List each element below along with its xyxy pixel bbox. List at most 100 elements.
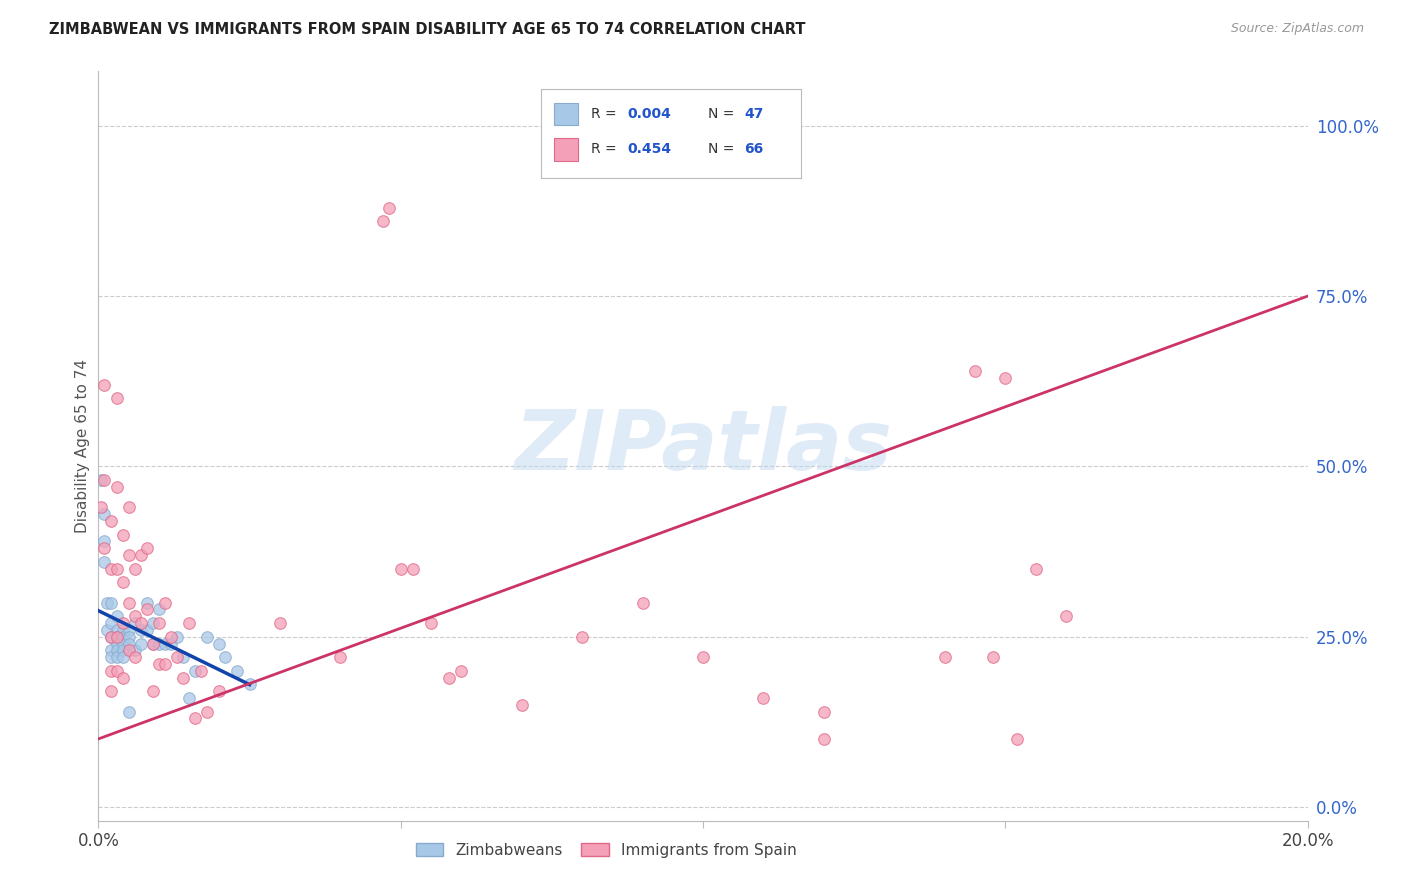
Point [100,684,122,698]
Point [105,609,128,624]
Point [100,514,122,528]
Point [226,664,249,678]
Point [148,657,170,671]
Point [124,650,146,665]
Point [124,616,146,631]
Point [129,636,152,650]
Point [105,392,128,406]
Point [1007,731,1029,746]
Point [93,541,115,556]
Point [111,616,134,631]
Point [377,201,399,215]
Point [118,623,141,637]
Point [100,630,122,644]
Point [329,650,352,665]
Point [93,377,115,392]
Point [111,575,134,590]
Point [90,473,112,487]
Text: ZIPatlas: ZIPatlas [515,406,891,486]
Point [105,643,128,657]
Point [105,630,128,644]
Point [153,636,176,650]
Point [100,643,122,657]
Point [135,541,157,556]
Point [142,684,165,698]
Point [208,684,231,698]
Bar [554,138,578,161]
Point [994,371,1017,385]
Point [184,711,207,725]
Point [631,596,654,610]
Point [111,623,134,637]
Point [111,650,134,665]
Point [118,643,141,657]
Point [172,650,194,665]
Point [166,650,188,665]
Point [111,636,134,650]
Point [692,650,714,665]
Point [142,616,165,631]
Point [100,616,122,631]
Point [93,534,115,549]
Point [124,643,146,657]
Text: 47: 47 [744,107,763,120]
Point [752,691,775,706]
Point [111,671,134,685]
Point [148,616,170,631]
Point [389,561,412,575]
Point [981,650,1004,665]
Point [100,561,122,575]
Point [214,650,236,665]
Point [111,630,134,644]
Point [100,596,122,610]
Point [813,731,835,746]
Text: Source: ZipAtlas.com: Source: ZipAtlas.com [1230,22,1364,36]
Point [269,616,291,631]
Point [160,636,183,650]
Point [118,630,141,644]
Text: N =: N = [707,107,734,120]
Point [148,636,170,650]
Point [135,596,157,610]
Point [813,705,835,719]
Point [148,602,170,616]
Point [135,623,157,637]
Point [129,548,152,562]
Point [1024,561,1046,575]
Point [437,671,460,685]
Point [105,664,128,678]
Point [172,671,194,685]
Point [160,630,183,644]
Point [105,636,128,650]
Point [124,561,146,575]
Point [118,596,141,610]
Point [142,636,165,650]
Point [179,616,201,631]
Point [371,214,394,228]
Point [190,664,212,678]
Point [166,630,188,644]
Point [195,630,218,644]
Point [93,473,115,487]
Point [93,507,115,521]
Point [450,664,472,678]
Point [96,623,118,637]
Point [135,602,157,616]
Bar [554,103,578,125]
Point [96,596,118,610]
Point [153,657,176,671]
Point [105,623,128,637]
Point [402,561,425,575]
Point [179,691,201,706]
Text: ZIMBABWEAN VS IMMIGRANTS FROM SPAIN DISABILITY AGE 65 TO 74 CORRELATION CHART: ZIMBABWEAN VS IMMIGRANTS FROM SPAIN DISA… [49,22,806,37]
Point [129,623,152,637]
Point [129,616,152,631]
Point [118,500,141,515]
Point [510,698,533,712]
Point [208,636,231,650]
Y-axis label: Disability Age 65 to 74: Disability Age 65 to 74 [75,359,90,533]
Point [153,596,176,610]
Point [420,616,443,631]
Point [111,643,134,657]
Point [100,630,122,644]
